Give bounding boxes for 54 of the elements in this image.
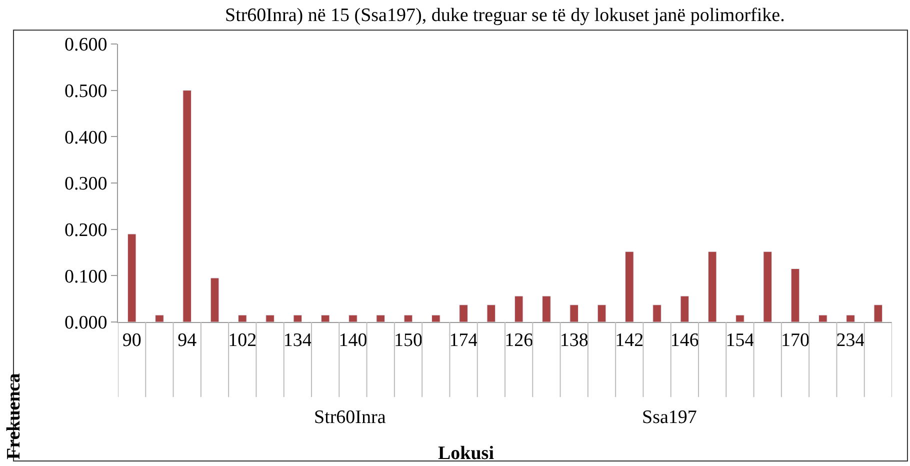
text: Ssa197 (642, 407, 697, 428)
bar (652, 304, 662, 322)
x-tick-label: 174 (449, 330, 478, 351)
chart-title: Str60Inra) në 15 (Ssa197), duke treguar se të dy lokuset janë polimorfike. (225, 5, 785, 26)
bar (238, 314, 247, 322)
bar (514, 296, 524, 322)
bar (680, 296, 690, 322)
x-tick-label: 146 (670, 330, 699, 351)
y-axis-title: Frekuenca (4, 372, 24, 460)
bar (459, 304, 468, 322)
bar (790, 268, 800, 322)
x-tick-label: 90 (122, 330, 142, 351)
x-tick-label: 154 (726, 330, 755, 351)
bar (625, 251, 634, 322)
x-tick-label: 134 (283, 330, 312, 351)
bar (376, 314, 385, 322)
bar (348, 314, 358, 322)
x-tick-label: 94 (178, 330, 198, 351)
y-tick-label: 0.300 (64, 174, 108, 195)
bar (404, 314, 413, 322)
bar (127, 234, 136, 322)
x-tick-label: 140 (338, 330, 368, 351)
x-tick-label: 102 (228, 330, 257, 351)
x-tick-label: 142 (615, 330, 644, 351)
bar (542, 296, 551, 322)
bar (874, 304, 883, 322)
y-tick-label: 0.600 (64, 34, 108, 56)
x-tick-label: 170 (781, 330, 810, 351)
bar (763, 251, 772, 322)
x-tick-label: 234 (836, 330, 866, 351)
y-tick-label: 0.000 (64, 312, 108, 334)
bar (320, 314, 330, 322)
bar (846, 314, 855, 322)
y-tick-label: 0.100 (64, 266, 108, 288)
y-tick-label: 0.400 (64, 127, 108, 148)
bar (570, 304, 578, 322)
bar (486, 304, 496, 322)
y-tick-label: 0.500 (64, 80, 108, 102)
bar (818, 314, 828, 322)
x-tick-label: 138 (560, 330, 588, 351)
bar (597, 304, 606, 322)
bar (210, 278, 220, 322)
bar (432, 314, 440, 322)
x-tick-label: 150 (394, 330, 422, 351)
y-tick-label: 0.200 (64, 220, 108, 241)
text: Str60Inra (314, 407, 386, 428)
bar (182, 90, 192, 322)
x-tick-label: 126 (504, 330, 534, 351)
bar (708, 251, 717, 322)
x-axis-title: Lokusi (438, 443, 494, 464)
bar (293, 314, 302, 322)
bar (736, 314, 744, 322)
bar (266, 314, 274, 322)
bar (155, 314, 164, 322)
